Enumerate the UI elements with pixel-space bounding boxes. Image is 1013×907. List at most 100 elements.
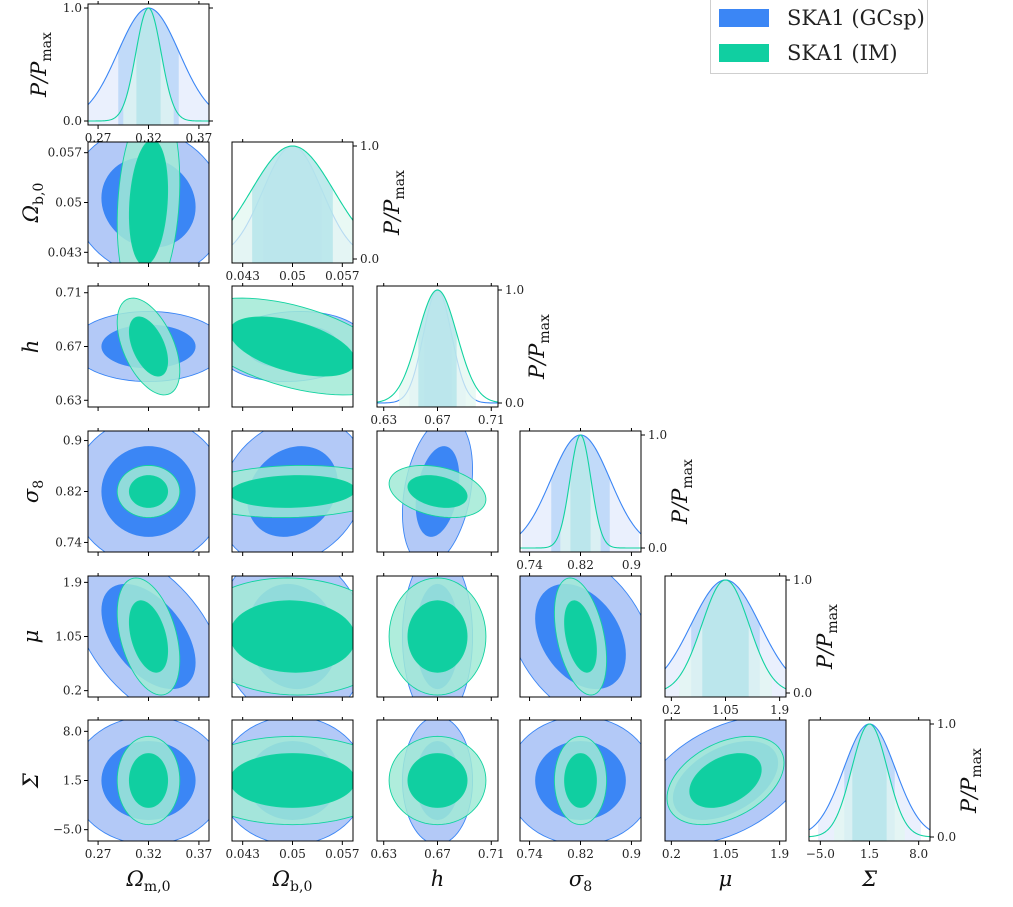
diag-ylabel-main: P/P (957, 777, 981, 814)
y-tick-label: 0.82 (55, 485, 82, 499)
diag-tick-label-bottom: 0.0 (937, 830, 956, 844)
panel-content (520, 720, 641, 841)
x-tick-label: 0.043 (225, 269, 259, 283)
diag-ylabel-main: P/P (813, 633, 837, 670)
x-tick-label: −5.0 (806, 847, 835, 861)
diag-tick-label-top: 1.0 (793, 573, 812, 587)
x-axis-label-Omega_b0-main: Ω (272, 867, 290, 891)
panel-content (377, 289, 498, 407)
x-axis-label-Omega_m0: Ωm,0 (125, 867, 170, 895)
diag-ylabel-sub: max (39, 32, 55, 62)
x-tick-label: 0.37 (186, 847, 213, 861)
x-tick-label: 0.63 (370, 413, 397, 427)
legend-label-gcsp: SKA1 (GCsp) (787, 6, 925, 30)
x-axis-label-Omega_m0-main: Ω (125, 867, 143, 891)
panel-mu-vs-mu: 1.0 0.0 P/Pmax 0.2 1.05 1.9 (662, 573, 841, 717)
y-tick-label: −5.0 (53, 823, 82, 837)
panel-content (388, 431, 487, 552)
panel-mu-vs-Omega_m0: 0.2 1.05 1.9 μ (19, 573, 210, 701)
legend: SKA1 (GCsp) SKA1 (IM) (710, 0, 928, 74)
legend-entry-gcsp: SKA1 (GCsp) (719, 3, 925, 33)
panel-Sigma-vs-sigma8: 0.74 0.82 0.9 σ8 (516, 717, 642, 895)
ellipse-1sigma-1 (232, 600, 353, 673)
pdf-band-1sigma-1 (702, 580, 749, 697)
y-axis-label-h: h (19, 340, 43, 354)
x-tick-label: 0.9 (622, 847, 641, 861)
x-tick-label: 1.05 (712, 703, 739, 717)
diag-ylabel-sub: max (969, 748, 985, 778)
x-tick-label: 8.0 (909, 847, 928, 861)
panel-Sigma-vs-Sigma: 1.0 0.0 P/Pmax −5.0 1.5 8.0 Σ (806, 717, 985, 891)
pdf-curve-1 (809, 723, 930, 838)
ellipse-1sigma-1 (232, 316, 353, 377)
legend-swatch-im (719, 44, 769, 62)
panel-content (232, 297, 353, 396)
pdf-band-1sigma-1 (252, 146, 333, 263)
x-tick-label: 0.27 (85, 847, 112, 861)
diag-ylabel-main: P/P (380, 199, 404, 236)
x-tick-label: 0.37 (186, 131, 213, 145)
panel-content (88, 720, 209, 841)
panel-content (232, 576, 353, 697)
y-tick-label: 0.05 (55, 196, 82, 210)
panel-content (520, 576, 641, 697)
ellipse-1sigma-1 (564, 600, 597, 673)
x-tick-label: 1.05 (712, 847, 739, 861)
pdf-band-1sigma-1 (570, 435, 591, 552)
x-tick-label: 1.5 (860, 847, 879, 861)
panel-content (88, 142, 209, 263)
pdf-band-1sigma-1 (418, 290, 457, 407)
ellipse-1sigma-1 (128, 600, 169, 673)
diag-ylabel: P/Pmax (525, 314, 553, 380)
y-axis-label-Sigma-main: Σ (19, 773, 43, 789)
panel-Omega_b0-vs-Omega_b0: 1.0 0.0 P/Pmax 0.043 0.05 0.057 (225, 139, 408, 283)
x-tick-label: 0.9 (622, 558, 641, 572)
x-axis-label-mu-main: μ (719, 867, 733, 891)
x-tick-label: 0.057 (325, 269, 359, 283)
panel-Sigma-vs-h: 0.63 0.67 0.71 h (370, 717, 505, 891)
panel-content (809, 723, 930, 841)
diag-ylabel-sub: max (825, 604, 841, 634)
x-tick-label: 0.67 (424, 413, 451, 427)
diag-ylabel-sub: max (680, 459, 696, 489)
x-axis-label-Omega_b0-sub: b,0 (290, 879, 312, 895)
pdf-curve-1 (520, 434, 641, 549)
panel-h-vs-Omega_b0 (231, 283, 354, 411)
panel-content (88, 576, 209, 697)
panel-mu-vs-sigma8 (519, 573, 642, 701)
diag-ylabel: P/Pmax (957, 748, 985, 814)
x-tick-label: 0.32 (135, 847, 162, 861)
x-tick-label: 1.9 (770, 703, 789, 717)
y-tick-label: 0.9 (63, 434, 82, 448)
panel-sigma8-vs-h (376, 428, 499, 556)
x-tick-label: 0.82 (567, 847, 594, 861)
y-axis-label-Omega_b0-main: Ω (19, 205, 43, 223)
diag-tick-label-top: 1.0 (937, 717, 956, 731)
ellipse-1sigma-1 (128, 316, 169, 377)
diag-ylabel: P/Pmax (668, 459, 696, 525)
diag-ylabel: P/Pmax (813, 604, 841, 670)
panel-Sigma-vs-Omega_b0: 0.043 0.05 0.057 Ωb,0 (225, 717, 360, 895)
diag-tick-label-bottom: 0.0 (360, 252, 379, 266)
diag-tick-label-top: 1.0 (648, 428, 667, 442)
x-tick-label: 0.057 (325, 847, 359, 861)
diag-tick-label-top: 1.0 (505, 283, 524, 297)
y-tick-label: 1.9 (63, 575, 82, 589)
pdf-band-1sigma-1 (852, 724, 887, 841)
panel-content (88, 431, 209, 552)
x-tick-label: 0.05 (279, 269, 306, 283)
pdf-curve-1 (232, 145, 353, 221)
x-axis-label-h-main: h (431, 867, 445, 891)
diag-ylabel-sub: max (537, 314, 553, 344)
x-tick-label: 0.71 (478, 413, 505, 427)
panel-content (88, 297, 209, 396)
y-axis-label-Omega_b0-sub: b,0 (31, 183, 47, 205)
y-axis-label-mu-main: μ (19, 630, 43, 644)
ellipse-1sigma-1 (128, 753, 169, 808)
x-tick-label: 0.82 (567, 558, 594, 572)
panel-content (232, 145, 353, 263)
diag-ylabel-main: P/P (668, 488, 692, 525)
panel-Sigma-vs-mu: 0.2 1.05 1.9 μ (662, 717, 789, 891)
